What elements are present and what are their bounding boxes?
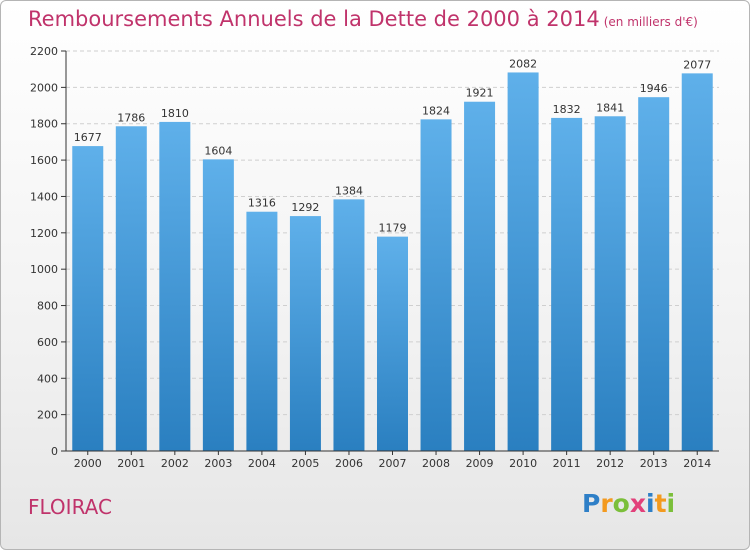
x-tick-label: 2004 [248, 457, 276, 470]
bar [420, 119, 452, 451]
logo-letter: P [582, 489, 601, 518]
axes: 0 200 400 600 800 1000 1200 1400 1600 1800 2000 220… [30, 45, 719, 470]
x-tick-label: 2014 [683, 457, 711, 470]
logo-letter: t [654, 489, 667, 518]
x-tick-label: 2006 [335, 457, 363, 470]
logo-letter: i [646, 489, 655, 518]
bar [246, 211, 278, 451]
data-labels: 1677 1786 1810 1604 1316 1292 1384 1179 1824 1921… [74, 57, 711, 234]
bar [681, 73, 713, 451]
y-tick-label: 1800 [30, 118, 58, 131]
bar [72, 146, 104, 451]
x-tick-label: 2009 [466, 457, 494, 470]
data-label: 2077 [683, 58, 711, 71]
proxiti-logo: Proxiti [582, 489, 675, 518]
x-tick-label: 2003 [204, 457, 232, 470]
data-label: 2082 [509, 57, 537, 70]
logo-letter: r [600, 489, 613, 518]
bar [464, 101, 496, 452]
chart-title: Remboursements Annuels de la Dette de 20… [28, 7, 698, 31]
chart-unit: (en milliers d'€) [603, 15, 698, 29]
bar [594, 116, 626, 451]
y-tick-label: 1000 [30, 263, 58, 276]
logo-letter: i [666, 489, 676, 518]
y-tick-label: 800 [37, 300, 58, 313]
x-tick-label: 2002 [161, 457, 189, 470]
y-tick-label: 1600 [30, 154, 58, 167]
data-label: 1677 [74, 131, 102, 144]
y-tick-label: 2000 [30, 81, 58, 94]
logo-letter: o [612, 489, 630, 518]
data-label: 1179 [379, 222, 407, 235]
x-tick-label: 2000 [74, 457, 102, 470]
bar [202, 159, 234, 451]
data-label: 1786 [117, 111, 145, 124]
x-tick-label: 2005 [291, 457, 319, 470]
bar [507, 72, 539, 452]
data-label: 1292 [291, 201, 319, 214]
x-tick-label: 2011 [553, 457, 581, 470]
bar [333, 199, 365, 451]
bars [72, 72, 713, 452]
x-tick-label: 2007 [379, 457, 407, 470]
y-tick-label: 400 [37, 372, 58, 385]
y-tick-label: 200 [37, 409, 58, 422]
x-tick-label: 2010 [509, 457, 537, 470]
data-label: 1810 [161, 107, 189, 120]
y-tick-label: 2200 [30, 45, 58, 58]
data-label: 1921 [466, 87, 494, 100]
x-tick-label: 2012 [596, 457, 624, 470]
city-name: FLOIRAC [28, 495, 112, 519]
bar [377, 236, 408, 451]
x-tick-label: 2001 [117, 457, 145, 470]
data-label: 1832 [553, 103, 581, 116]
data-label: 1824 [422, 104, 450, 117]
data-label: 1604 [204, 144, 232, 157]
x-tick-label: 2008 [422, 457, 450, 470]
bar [115, 126, 147, 451]
bar [289, 216, 321, 451]
y-tick-label: 600 [37, 336, 58, 349]
data-label: 1316 [248, 197, 276, 210]
data-label: 1841 [596, 101, 624, 114]
y-tick-label: 0 [51, 445, 58, 458]
x-tick-label: 2013 [640, 457, 668, 470]
logo-letter: x [629, 489, 646, 518]
data-label: 1946 [640, 82, 668, 95]
y-tick-label: 1400 [30, 190, 58, 203]
data-label: 1384 [335, 184, 363, 197]
bar [551, 117, 583, 451]
chart-title-text: Remboursements Annuels de la Dette de 20… [28, 7, 600, 31]
y-tick-label: 1200 [30, 227, 58, 240]
bar [638, 97, 670, 451]
bar [159, 121, 191, 451]
